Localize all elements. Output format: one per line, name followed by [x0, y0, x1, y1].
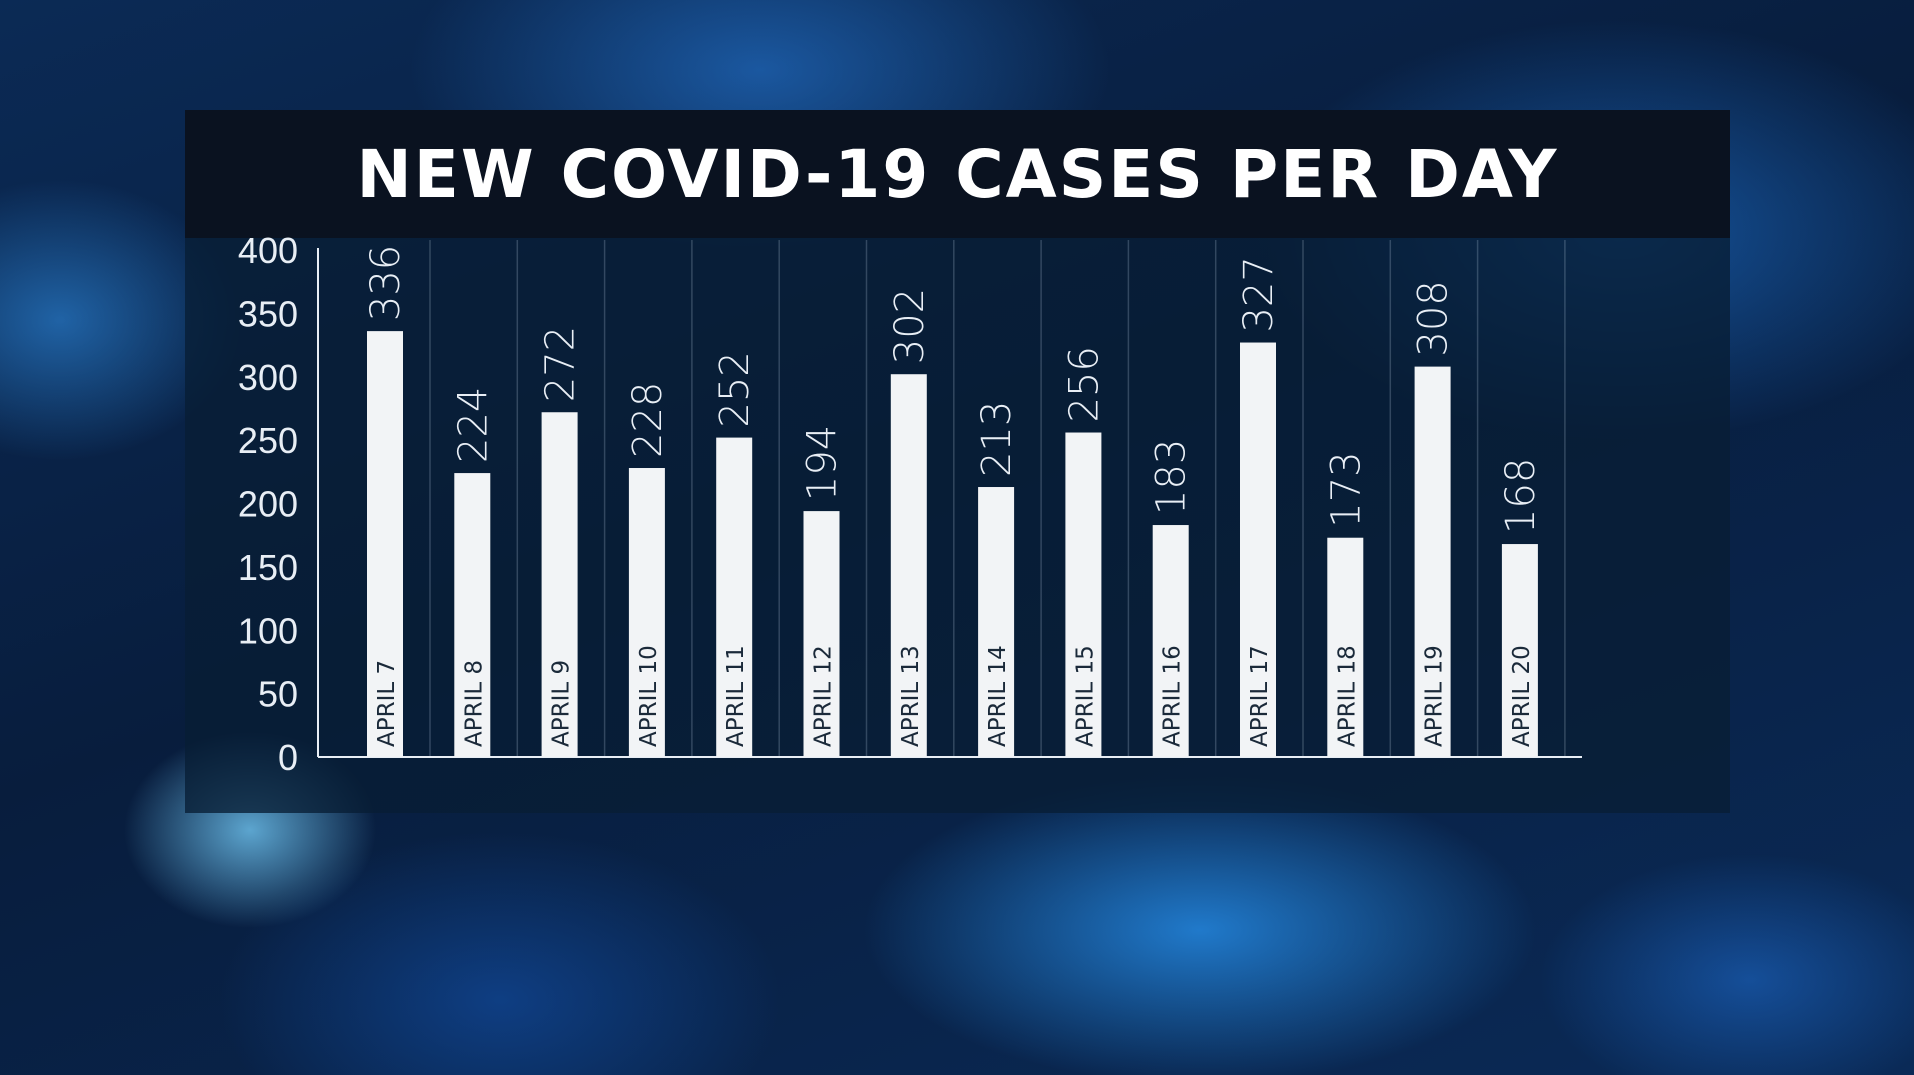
y-tick-label: 300	[238, 357, 298, 398]
value-label: 183	[1149, 439, 1195, 515]
value-label: 336	[363, 245, 409, 321]
category-label: APRIL 11	[723, 645, 749, 747]
category-label: APRIL 19	[1422, 645, 1448, 747]
bar	[803, 511, 840, 757]
category-label: APRIL 20	[1509, 645, 1535, 747]
category-label: APRIL 7	[374, 660, 400, 747]
value-label: 173	[1323, 451, 1369, 527]
y-tick-label: 100	[238, 610, 298, 651]
bar	[1240, 342, 1276, 757]
y-tick-label: 250	[238, 420, 298, 461]
value-label: 256	[1061, 346, 1107, 422]
bar	[890, 374, 927, 757]
bar	[716, 437, 753, 757]
y-tick-label: 350	[238, 293, 298, 334]
bar	[1414, 366, 1451, 757]
category-label: APRIL 14	[985, 645, 1011, 747]
value-label: 168	[1498, 458, 1544, 534]
value-label: 327	[1236, 256, 1282, 332]
category-label: APRIL 15	[1072, 645, 1098, 747]
title-bar: NEW COVID-19 CASES PER DAY	[185, 110, 1730, 238]
category-label: APRIL 9	[549, 660, 575, 747]
category-label: APRIL 17	[1247, 645, 1273, 747]
value-label: 252	[712, 351, 758, 427]
value-label: 228	[625, 382, 671, 458]
bar	[367, 331, 403, 757]
value-label: 272	[538, 326, 584, 402]
category-label: APRIL 12	[811, 645, 837, 747]
bar	[541, 412, 578, 757]
bar	[1327, 537, 1364, 757]
y-tick-label: 50	[258, 674, 298, 715]
value-label: 213	[974, 401, 1020, 477]
category-label: APRIL 13	[898, 645, 924, 747]
value-label: 224	[450, 387, 496, 463]
category-label: APRIL 8	[461, 660, 487, 747]
category-label: APRIL 10	[636, 645, 662, 747]
value-label: 302	[887, 288, 933, 364]
category-label: APRIL 18	[1334, 645, 1360, 747]
bar	[1501, 544, 1538, 757]
bar	[1152, 525, 1189, 757]
bar	[454, 473, 491, 757]
bar	[1065, 432, 1102, 757]
value-label: 308	[1411, 280, 1457, 356]
category-label: APRIL 16	[1160, 645, 1186, 747]
bar	[628, 468, 665, 757]
y-tick-label: 200	[238, 484, 298, 525]
chart-title: NEW COVID-19 CASES PER DAY	[356, 135, 1559, 213]
y-tick-label: 0	[278, 737, 298, 778]
y-tick-label: 150	[238, 547, 298, 588]
value-label: 194	[800, 425, 846, 501]
bar	[978, 487, 1015, 757]
y-tick-label: 400	[238, 230, 298, 271]
